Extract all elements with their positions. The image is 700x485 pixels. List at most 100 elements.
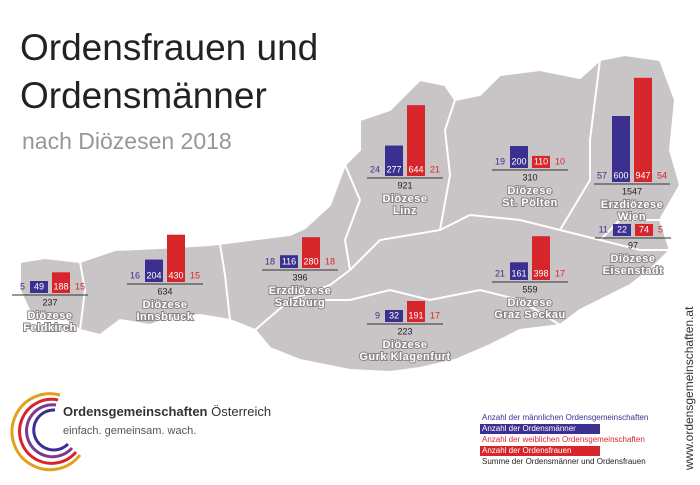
logo-name-suffix: Österreich <box>211 404 271 419</box>
bar-men-label-box <box>613 224 631 236</box>
diocese-name: Diözese <box>382 339 427 351</box>
female-communities: 10 <box>555 156 565 166</box>
women-count: 398 <box>533 268 548 278</box>
male-communities: 16 <box>130 270 140 280</box>
bar-men-label-box <box>145 270 163 282</box>
female-communities: 17 <box>430 310 440 320</box>
men-count: 22 <box>617 224 627 234</box>
diocese-name: St. Pölten <box>502 197 558 209</box>
female-communities: 18 <box>325 256 335 266</box>
diocese-name: Diözese <box>507 185 552 197</box>
bar-women-label-box <box>407 164 425 176</box>
men-count: 32 <box>389 310 399 320</box>
bar-men <box>612 116 630 182</box>
subtitle: nach Diözesen 2018 <box>22 128 232 154</box>
legend-item: Anzahl der weiblichen Ordensgemeinschaft… <box>482 435 645 444</box>
women-count: 430 <box>168 270 183 280</box>
male-communities: 9 <box>375 310 380 320</box>
diocese-name: Wien <box>618 211 646 223</box>
bar-women-label-box <box>635 224 653 236</box>
diocese-name: Diözese <box>610 253 655 265</box>
women-count: 110 <box>534 156 548 166</box>
logo-tagline: einfach. gemeinsam. wach. <box>63 425 196 437</box>
men-count: 161 <box>511 268 526 278</box>
legend-item: Anzahl der männlichen Ordensgemeinschaft… <box>482 413 648 422</box>
women-count: 947 <box>635 170 650 180</box>
bar-men-label-box <box>510 156 528 168</box>
female-communities: 21 <box>430 164 440 174</box>
bar-women <box>407 105 425 176</box>
diocese-name: Eisenstadt <box>603 265 664 277</box>
women-count: 188 <box>53 281 68 291</box>
website: www.ordensgemeinschaften.at <box>682 306 696 471</box>
men-count: 600 <box>613 170 628 180</box>
bar-men-label-box <box>510 268 528 280</box>
total: 559 <box>522 284 537 294</box>
diocese-name: Diözese <box>507 297 552 309</box>
male-communities: 57 <box>597 170 607 180</box>
total: 634 <box>157 286 172 296</box>
title-line: Ordensmänner <box>20 75 267 116</box>
total: 1547 <box>622 186 642 196</box>
legend-swatch <box>480 424 600 434</box>
bar-women-label-box <box>52 281 70 293</box>
male-communities: 24 <box>370 164 380 174</box>
bar-women-label-box <box>532 268 550 280</box>
female-communities: 17 <box>555 268 565 278</box>
legend-item: Anzahl der Ordensfrauen <box>482 446 571 455</box>
legend-item: Anzahl der Ordensmänner <box>482 424 576 433</box>
bar-men-label-box <box>385 310 403 322</box>
map-austria <box>19 53 682 374</box>
diocese-name: Diözese <box>142 299 187 311</box>
bar-men-label-box <box>385 164 403 176</box>
diocese-name: Diözese <box>27 310 72 322</box>
diocese-name: Graz Seckau <box>494 309 566 321</box>
men-count: 116 <box>282 256 296 266</box>
map-borders <box>79 59 670 331</box>
bar-men-label-box <box>280 256 298 268</box>
male-communities: 19 <box>495 156 505 166</box>
total: 921 <box>397 180 412 190</box>
diocese-name: Diözese <box>382 193 427 205</box>
bar-women <box>634 77 652 182</box>
diocese-name: Feldkirch <box>23 322 76 334</box>
title-line: Ordensfrauen und <box>20 27 318 68</box>
diocese-name: Salzburg <box>275 297 325 309</box>
women-count: 280 <box>303 256 318 266</box>
female-communities: 15 <box>75 281 85 291</box>
female-communities: 15 <box>190 270 200 280</box>
total: 97 <box>628 240 638 250</box>
bar-women-label-box <box>634 170 652 182</box>
women-count: 191 <box>408 310 423 320</box>
diocese-name: Gurk Klagenfurt <box>359 351 450 363</box>
men-count: 277 <box>386 164 401 174</box>
logo-name: Ordensgemeinschaften Österreich <box>63 404 271 419</box>
bar-men-label-box <box>612 170 630 182</box>
total: 237 <box>42 297 57 307</box>
men-count: 49 <box>34 281 44 291</box>
bar-women-label-box <box>407 310 425 322</box>
bar-women-label-box <box>302 256 320 268</box>
male-communities: 18 <box>265 256 275 266</box>
bar-men-label-box <box>30 281 48 293</box>
male-communities: 21 <box>495 268 505 278</box>
diocese-name: Innsbruck <box>136 311 193 323</box>
legend-swatch <box>480 446 600 456</box>
female-communities: 54 <box>657 170 667 180</box>
male-communities: 5 <box>20 281 25 291</box>
male-communities: 11 <box>599 224 608 234</box>
diocese-name: Linz <box>393 205 417 217</box>
logo-name-main: Ordensgemeinschaften <box>63 404 208 419</box>
logo <box>10 392 82 472</box>
total: 310 <box>522 172 537 182</box>
total: 396 <box>292 272 307 282</box>
men-count: 204 <box>146 270 161 280</box>
total: 223 <box>397 326 412 336</box>
diocese-name: Erzdiözese <box>269 285 331 297</box>
legend-item: Summe der Ordensmänner und Ordensfrauen <box>482 457 646 466</box>
diocese-name: Erzdiözese <box>601 199 663 211</box>
bar-women-label-box <box>167 270 185 282</box>
men-count: 200 <box>511 156 526 166</box>
bar-women-label-box <box>532 156 550 168</box>
